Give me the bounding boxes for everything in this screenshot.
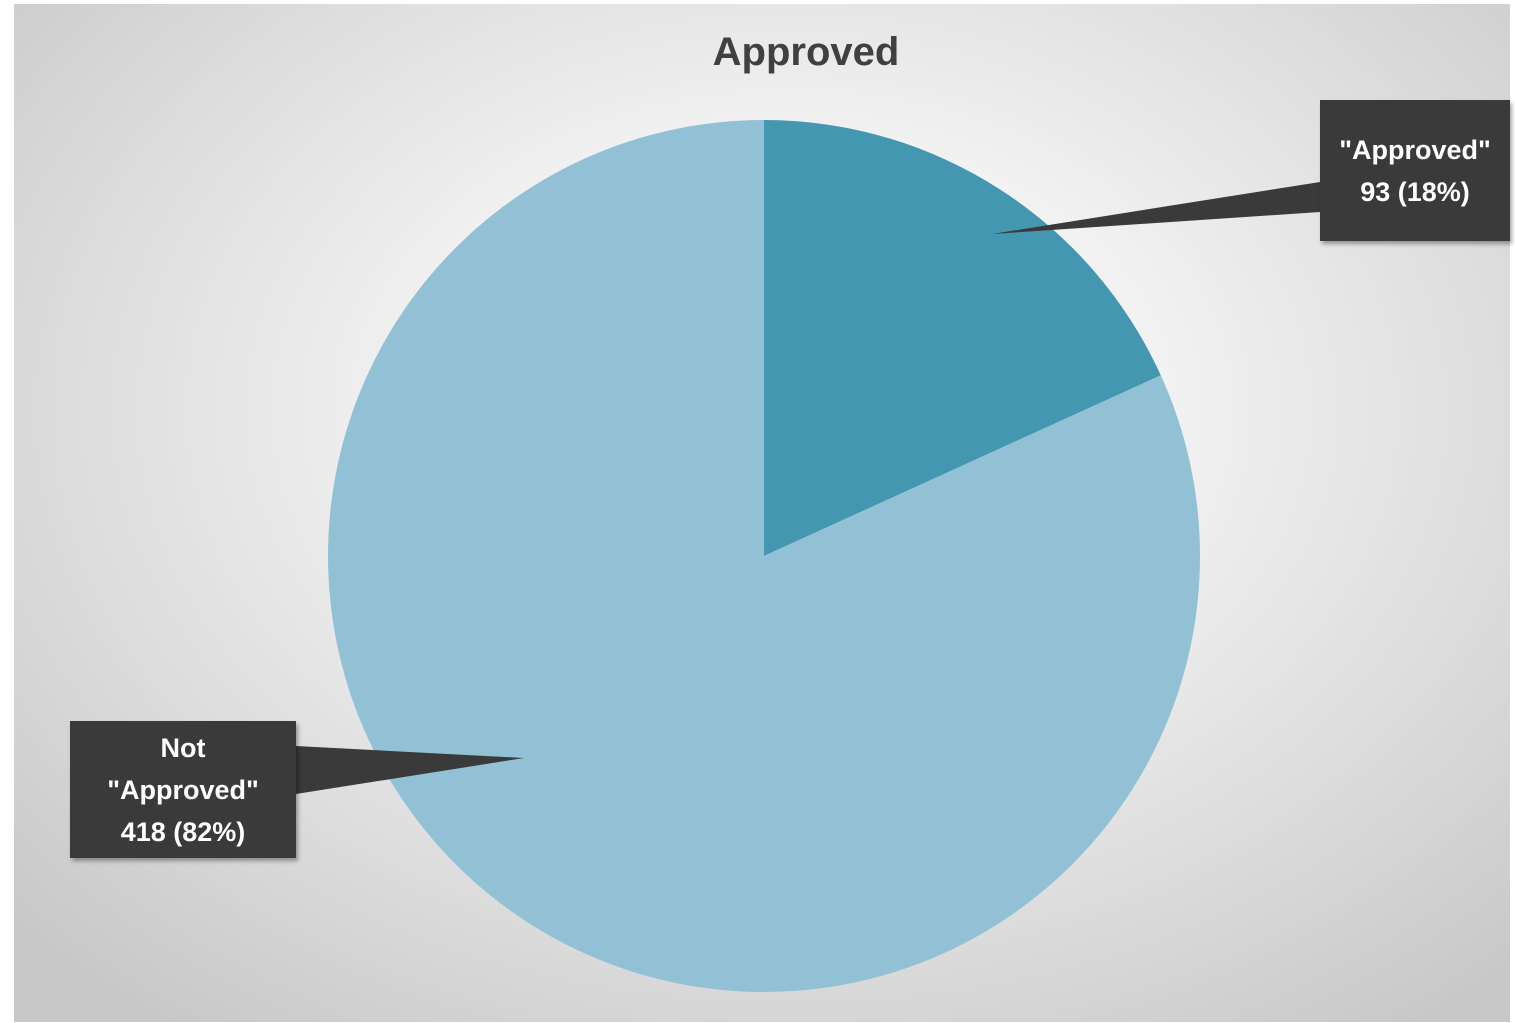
label-leader-approved — [992, 182, 1320, 234]
data-label-approved-name: "Approved" — [1339, 134, 1491, 165]
pie-slice-approved — [764, 120, 1161, 556]
data-label-not-approved-value: 418 (82%) — [120, 816, 246, 847]
data-label-approved-value: 93 (18%) — [1360, 176, 1470, 207]
data-label-approved: "Approved" 93 (18%) — [1320, 100, 1510, 241]
pie-chart — [296, 120, 1320, 993]
data-label-not-approved-name-1: Not — [160, 732, 206, 763]
chart-title: Approved — [712, 30, 900, 74]
data-label-not-approved: Not "Approved" 418 (82%) — [70, 721, 296, 858]
label-leader-not-approved — [296, 746, 524, 794]
data-label-not-approved-name-2: "Approved" — [107, 774, 259, 805]
chart-area: Approved "Approved" 93 (18%) Not "Approv… — [14, 4, 1510, 1022]
pie-slice-not-approved — [327, 120, 1201, 993]
